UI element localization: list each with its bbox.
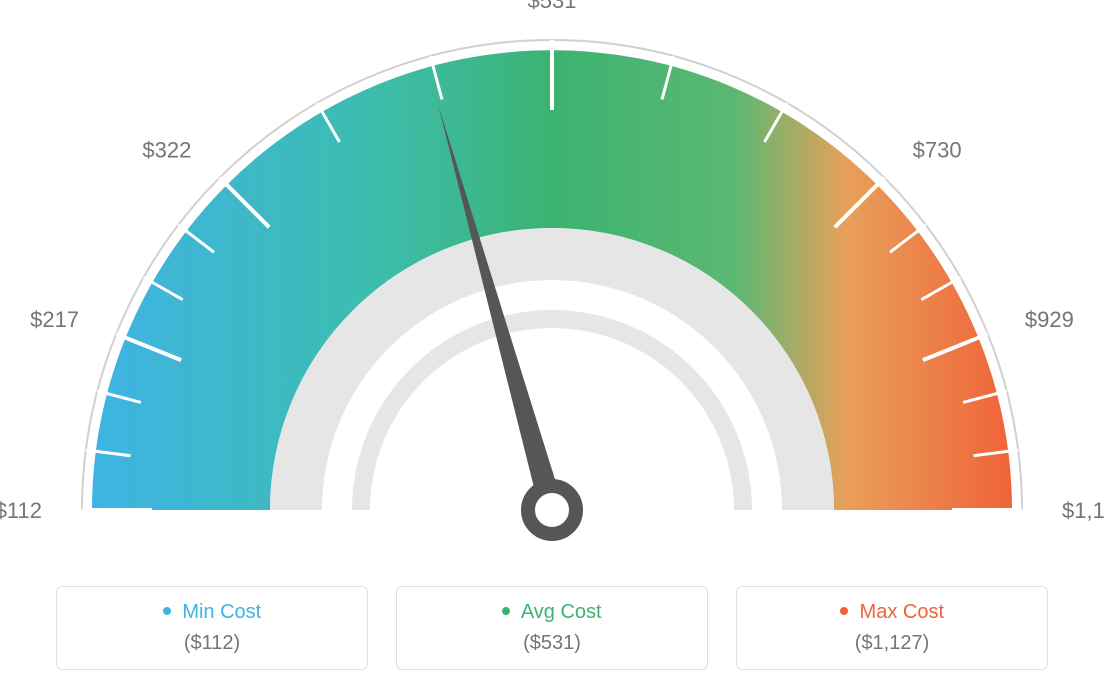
legend-label-min: Min Cost xyxy=(182,601,261,623)
legend-dot-min xyxy=(163,607,171,615)
legend-box-avg: Avg Cost ($531) xyxy=(396,586,708,670)
legend-box-max: Max Cost ($1,127) xyxy=(736,586,1048,670)
tick-label: $322 xyxy=(142,137,191,162)
tick-label: $730 xyxy=(913,137,962,162)
tick-label: $217 xyxy=(30,307,79,332)
gauge-area: $112 $217 $322 $531 $730 $929 $1,127 xyxy=(0,0,1104,560)
gauge-svg: $112 $217 $322 $531 $730 $929 $1,127 xyxy=(0,0,1104,560)
tick-label: $531 xyxy=(528,0,577,13)
legend-title-min: Min Cost xyxy=(57,601,367,624)
legend-label-max: Max Cost xyxy=(860,601,944,623)
tick-label: $929 xyxy=(1025,307,1074,332)
legend-value-avg: ($531) xyxy=(397,632,707,655)
legend-title-avg: Avg Cost xyxy=(397,601,707,624)
gauge-hub xyxy=(528,486,576,534)
tick-label: $1,127 xyxy=(1062,498,1104,523)
legend-dot-avg xyxy=(502,607,510,615)
legend-value-max: ($1,127) xyxy=(737,632,1047,655)
legend-title-max: Max Cost xyxy=(737,601,1047,624)
gauge-chart-container: $112 $217 $322 $531 $730 $929 $1,127 Min Cost … xyxy=(0,0,1104,690)
legend-label-avg: Avg Cost xyxy=(521,601,602,623)
legend-row: Min Cost ($112) Avg Cost ($531) Max Cost… xyxy=(0,586,1104,670)
legend-value-min: ($112) xyxy=(57,632,367,655)
legend-dot-max xyxy=(840,607,848,615)
legend-box-min: Min Cost ($112) xyxy=(56,586,368,670)
tick-label: $112 xyxy=(0,498,42,523)
